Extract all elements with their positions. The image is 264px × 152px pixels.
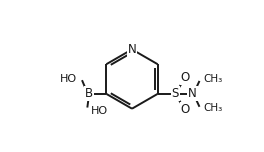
Text: O: O	[181, 71, 190, 84]
Text: N: N	[188, 87, 197, 100]
Text: S: S	[171, 87, 179, 100]
Text: B: B	[85, 87, 93, 100]
Text: HO: HO	[60, 74, 77, 84]
Text: O: O	[181, 103, 190, 116]
Text: HO: HO	[91, 106, 108, 116]
Text: CH₃: CH₃	[203, 103, 223, 113]
Text: CH₃: CH₃	[203, 74, 223, 84]
Text: N: N	[128, 43, 136, 56]
